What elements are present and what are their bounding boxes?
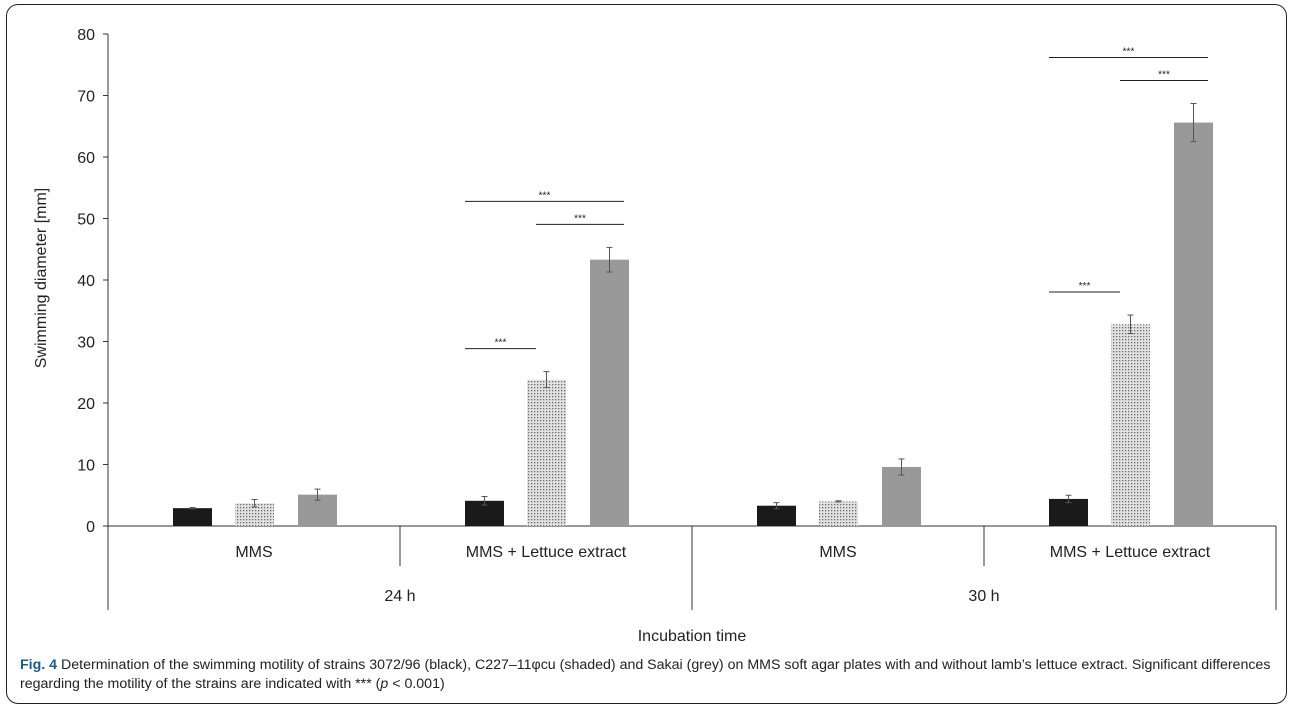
significance-label: *** [1123,46,1135,57]
significance-label: *** [1079,281,1091,292]
y-tick-label: 0 [86,519,95,536]
caption-p-symbol: p [380,676,389,692]
caption-text: Determination of the swimming motility o… [20,657,1271,692]
y-tick-label: 70 [77,89,95,106]
figure-caption: Fig. 4 Determination of the swimming mot… [20,656,1275,694]
category-label-medium: MMS [819,544,856,561]
bar-c227-11 [819,501,858,526]
bar-sakai [882,466,921,526]
y-tick-label: 20 [77,396,95,413]
bar-3072-96 [173,508,212,526]
bar-c227-11 [527,379,566,526]
caption-text-end: < 0.001) [388,676,445,692]
y-tick-label: 80 [77,27,95,44]
bar-chart: Swimming diameter [mm] 0 10 20 30 40 50 60 70 80… [33,27,1277,645]
y-tick-label: 30 [77,335,95,352]
significance-label: *** [539,190,551,201]
bar-c227-11 [1111,324,1150,526]
significance-label: *** [1158,69,1170,80]
category-label-medium: MMS [235,544,272,561]
y-tick-label: 10 [77,458,95,475]
category-label-medium: MMS + Lettuce extract [466,544,627,561]
bar-sakai [1174,122,1213,526]
y-tick-label: 60 [77,150,95,167]
bar-sakai [590,259,629,526]
y-tick-label: 50 [77,212,95,229]
bar-3072-96 [1049,498,1088,526]
bar-3072-96 [757,505,796,526]
y-axis-label: Swimming diameter [mm] [33,188,50,368]
figure-label: Fig. 4 [20,657,58,673]
figure-frame [6,4,1287,704]
x-axis-label: Incubation time [638,628,747,645]
significance-label: *** [574,213,586,224]
bar-c227-11 [235,503,274,526]
category-label-medium: MMS + Lettuce extract [1050,544,1211,561]
significance-label: *** [495,338,507,349]
category-label-time: 24 h [384,588,415,605]
category-label-time: 30 h [968,588,999,605]
y-tick-label: 40 [77,273,95,290]
